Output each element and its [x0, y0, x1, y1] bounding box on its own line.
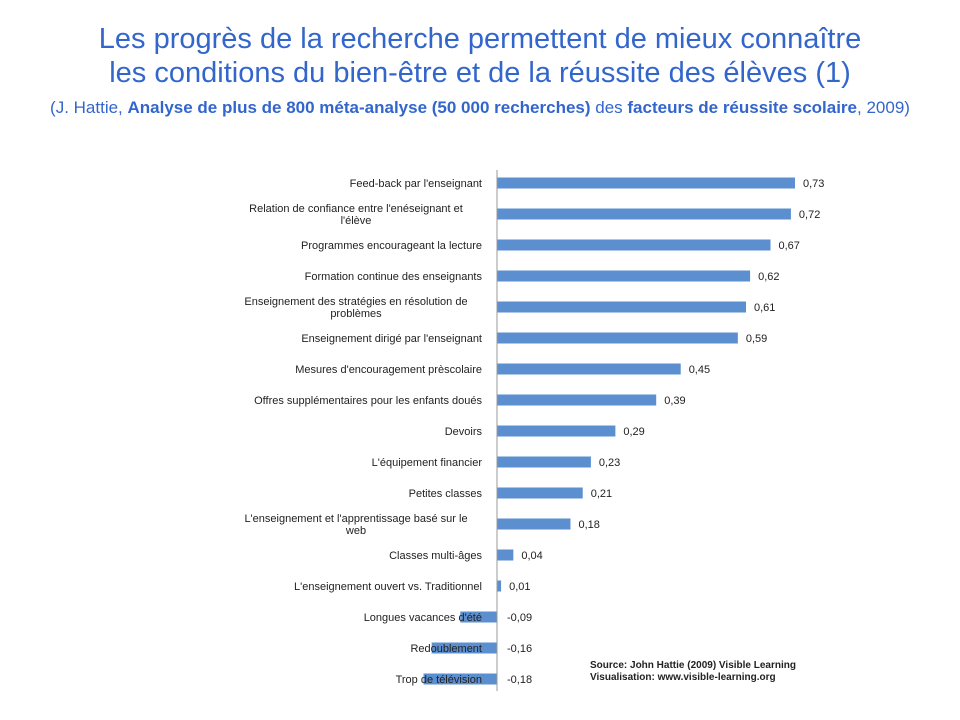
bar	[497, 177, 795, 189]
bar	[460, 611, 497, 623]
category-label: L'équipement financier	[372, 457, 483, 469]
bar	[497, 332, 738, 344]
title-line-2: les conditions du bien-être et de la réu…	[109, 57, 851, 89]
bar	[431, 642, 497, 654]
category-label: Enseignement dirigé par l'enseignant	[301, 333, 482, 345]
data-label: -0,16	[507, 643, 532, 655]
data-label: 0,21	[591, 488, 612, 500]
bar-chart: 0,73 Feed-back par l'enseignant 0,72 Relati…	[244, 170, 824, 691]
chart-subtitle: (J. Hattie, Analyse de plus de 800 méta-…	[0, 96, 960, 120]
category-label: Mesures d'encouragement prèscolaire	[295, 364, 482, 376]
category-label: Devoirs	[445, 426, 483, 438]
subtitle-part-3: , 2009)	[857, 98, 910, 117]
data-label: 0,04	[521, 550, 542, 562]
subtitle-part-2: des	[590, 98, 628, 117]
category-label: Enseignement des stratégies en résolutio…	[244, 296, 467, 320]
source-note: Source: John Hattie (2009) Visible Learn…	[590, 660, 796, 684]
data-label: -0,09	[507, 612, 532, 624]
data-label: 0,45	[689, 364, 710, 376]
data-label: 0,72	[799, 209, 820, 221]
bar	[497, 425, 616, 437]
subtitle-bold-1: Analyse de plus de 800 méta-analyse (50 …	[127, 98, 591, 117]
source-line-2: Visualisation: www.visible-learning.org	[590, 672, 776, 683]
category-label: Formation continue des enseignants	[305, 271, 483, 283]
data-label: 0,59	[746, 333, 767, 345]
title-line-1: Les progrès de la recherche permettent d…	[98, 23, 862, 55]
bar	[497, 394, 657, 406]
data-label: 0,29	[623, 426, 644, 438]
bar	[497, 363, 681, 375]
data-label: 0,61	[754, 302, 775, 314]
category-label: Petites classes	[409, 488, 483, 500]
data-label: -0,18	[507, 674, 532, 686]
category-label: Programmes encourageant la lecture	[301, 240, 482, 252]
bar	[497, 487, 583, 499]
category-label: Redoublement	[410, 643, 482, 655]
source-line-1: Source: John Hattie (2009) Visible Learn…	[590, 660, 796, 671]
bar	[497, 208, 791, 220]
category-label: Classes multi-âges	[389, 550, 482, 562]
subtitle-part-1: (J. Hattie,	[50, 98, 128, 117]
bar	[497, 456, 591, 468]
category-label: L'enseignement et l'apprentissage basé s…	[244, 513, 467, 537]
category-label: Offres supplémentaires pour les enfants …	[254, 395, 482, 407]
subtitle-bold-2: facteurs de réussite scolaire	[627, 98, 858, 117]
bar	[497, 518, 571, 530]
data-label: 0,39	[664, 395, 685, 407]
data-label: 0,67	[779, 240, 800, 252]
bar	[497, 270, 751, 282]
category-label: L'enseignement ouvert vs. Traditionnel	[294, 581, 482, 593]
category-label: Trop de télévision	[396, 674, 482, 686]
bar	[423, 673, 497, 685]
category-label: Relation de confiance entre l'enéseignan…	[249, 203, 463, 227]
data-label: 0,73	[803, 178, 824, 190]
bar	[497, 580, 502, 592]
bar	[497, 549, 514, 561]
data-label: 0,62	[758, 271, 779, 283]
data-label: 0,18	[578, 519, 599, 531]
data-label: 0,01	[509, 581, 530, 593]
bar	[497, 301, 747, 313]
category-label: Longues vacances d'été	[364, 612, 482, 624]
data-label: 0,23	[599, 457, 620, 469]
bar	[497, 239, 771, 251]
chart-title: Les progrès de la recherche permettent d…	[0, 22, 960, 90]
category-label: Feed-back par l'enseignant	[350, 178, 482, 190]
